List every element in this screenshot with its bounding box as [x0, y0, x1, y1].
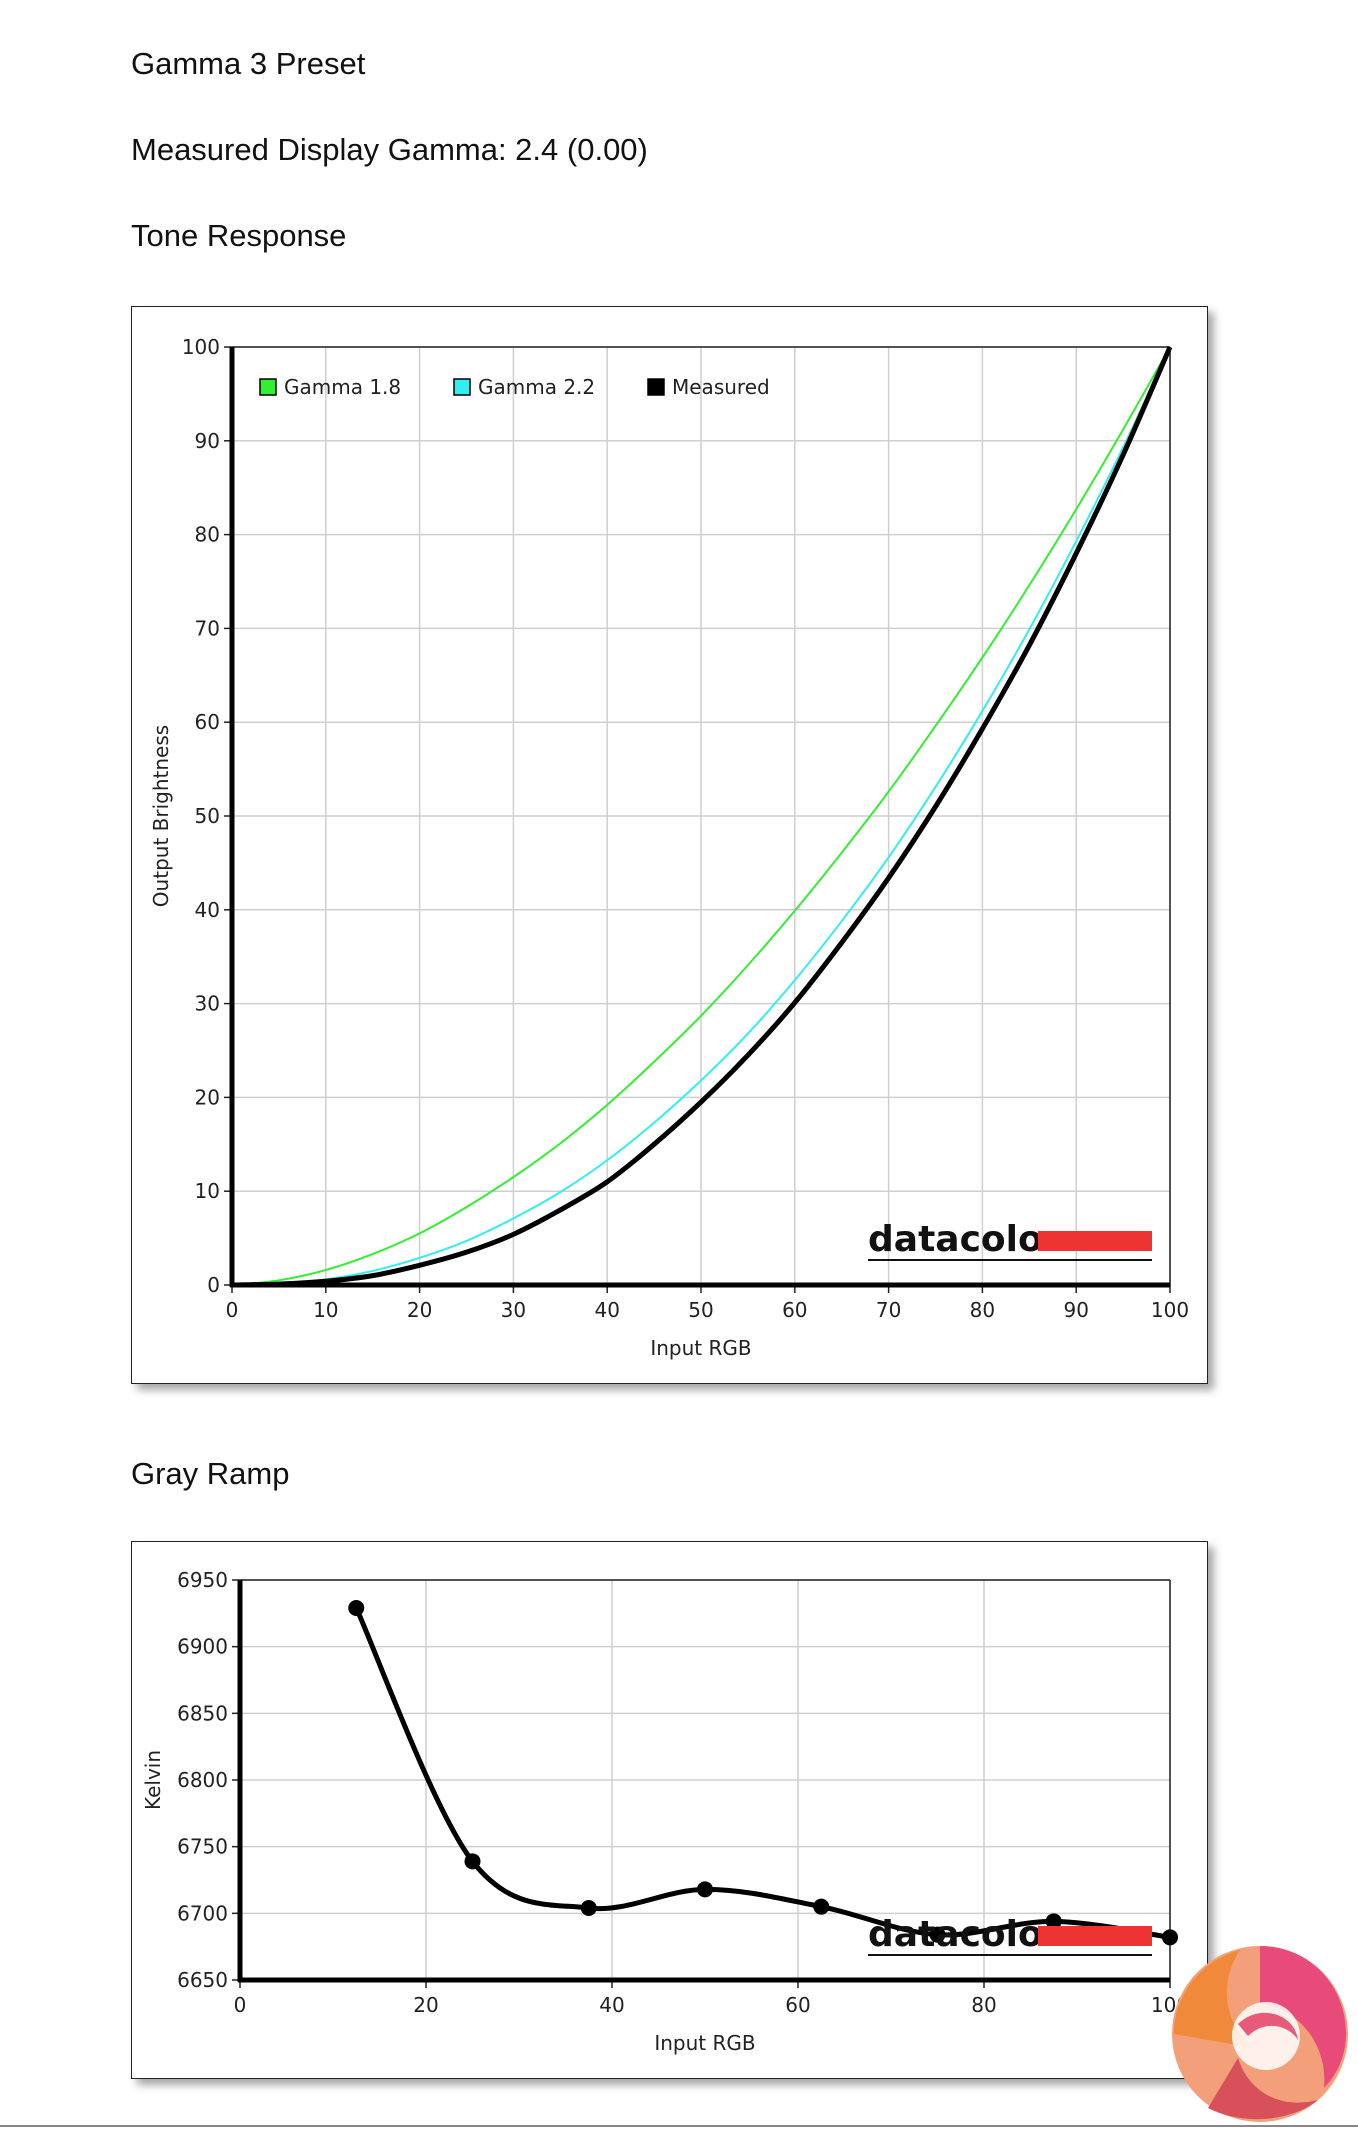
y-tick-label: 100	[182, 335, 220, 359]
gray-ramp-chart: 0 20 40 60 80 1006650670067506800685069006950…	[141, 1568, 1189, 2055]
y-tick-label: 70	[195, 616, 220, 640]
x-tick-label: 50	[688, 1298, 713, 1322]
kelvin-data-point	[464, 1853, 481, 1870]
y-tick-label: 90	[195, 429, 220, 453]
x-tick-label: 0	[234, 1993, 247, 2017]
x-axis-title: Input RGB	[650, 1336, 751, 1360]
x-tick-label: 40	[599, 1993, 624, 2017]
site-logo-icon	[1172, 1946, 1348, 2122]
x-tick-label: 0	[226, 1298, 239, 1322]
datacolor-logo-text: datacolor	[868, 1219, 1061, 1260]
tone-response-chart-panel: 0 10 20 30 40 50 60 70 80 90 100 0 10 20 30 40 50 60 70 80 9…	[131, 306, 1208, 1384]
datacolor-logo-bar	[1038, 1926, 1152, 1946]
x-tick-label: 30	[501, 1298, 526, 1322]
y-tick-label: 6950	[177, 1568, 228, 1592]
y-tick-label: 10	[195, 1179, 220, 1203]
y-tick-label: 20	[195, 1085, 220, 1109]
y-tick-label: 60	[195, 710, 220, 734]
datacolor-logo-text: datacolor	[868, 1914, 1061, 1955]
kelvin-data-point	[1162, 1929, 1178, 1946]
x-tick-label: 40	[594, 1298, 619, 1322]
x-tick-label: 80	[971, 1993, 996, 2017]
y-tick-label: 30	[195, 992, 220, 1016]
x-tick-label: 90	[1063, 1298, 1088, 1322]
y-axis-title: Kelvin	[141, 1750, 165, 1810]
y-tick-label: 6650	[177, 1968, 228, 1992]
legend-label: Measured	[672, 375, 770, 399]
legend-label: Gamma 2.2	[478, 375, 595, 399]
bottom-divider	[0, 2125, 1358, 2127]
x-tick-label: 20	[407, 1298, 432, 1322]
tone-response-heading: Tone Response	[131, 218, 347, 253]
datacolor-logo-bar	[1038, 1231, 1152, 1251]
y-tick-label: 6700	[177, 1901, 228, 1925]
kelvin-data-point	[697, 1881, 713, 1898]
gray-ramp-heading: Gray Ramp	[131, 1456, 290, 1491]
kelvin-data-point	[348, 1600, 365, 1616]
x-tick-label: 70	[876, 1298, 901, 1322]
legend-swatch	[453, 378, 471, 396]
y-tick-label: 6850	[177, 1701, 228, 1725]
y-tick-label: 50	[195, 804, 220, 828]
x-tick-label: 60	[785, 1993, 810, 2017]
series-line-2	[231, 346, 1173, 1288]
x-tick-label: 10	[313, 1298, 338, 1322]
kelvin-data-point	[813, 1898, 830, 1915]
y-tick-label: 6800	[177, 1768, 228, 1792]
gray-ramp-chart-panel: 0 20 40 60 80 100 6650 6700 6750 6800 6850 6900 6950…	[131, 1541, 1208, 2079]
legend-label: Gamma 1.8	[284, 375, 401, 399]
measured-gamma-text: Measured Display Gamma: 2.4 (0.00)	[131, 132, 648, 167]
kelvin-series-line	[353, 1606, 1171, 1940]
x-tick-label: 20	[413, 1993, 438, 2017]
y-tick-label: 40	[195, 898, 220, 922]
x-tick-label: 80	[970, 1298, 995, 1322]
series-line-0	[231, 346, 1171, 1286]
kelvin-data-point	[929, 1926, 946, 1943]
y-axis-title: Output Brightness	[149, 725, 173, 907]
y-tick-label: 0	[207, 1273, 220, 1297]
preset-title: Gamma 3 Preset	[131, 46, 366, 81]
legend-swatch	[259, 378, 277, 396]
kelvin-data-point	[1045, 1913, 1062, 1930]
series-line-1	[231, 346, 1171, 1286]
x-axis-title: Input RGB	[654, 2031, 755, 2055]
y-tick-label: 80	[195, 523, 220, 547]
x-tick-label: 60	[782, 1298, 807, 1322]
x-tick-label: 100	[1151, 1298, 1189, 1322]
kelvin-data-point	[580, 1900, 597, 1916]
y-tick-label: 6750	[177, 1835, 228, 1859]
tone-response-chart: 0 10 20 30 40 50 60 70 80 90 100 0 10 20 30 40 50 60 70 80 9…	[149, 335, 1189, 1360]
y-tick-label: 6900	[177, 1635, 228, 1659]
legend-swatch	[647, 378, 665, 396]
